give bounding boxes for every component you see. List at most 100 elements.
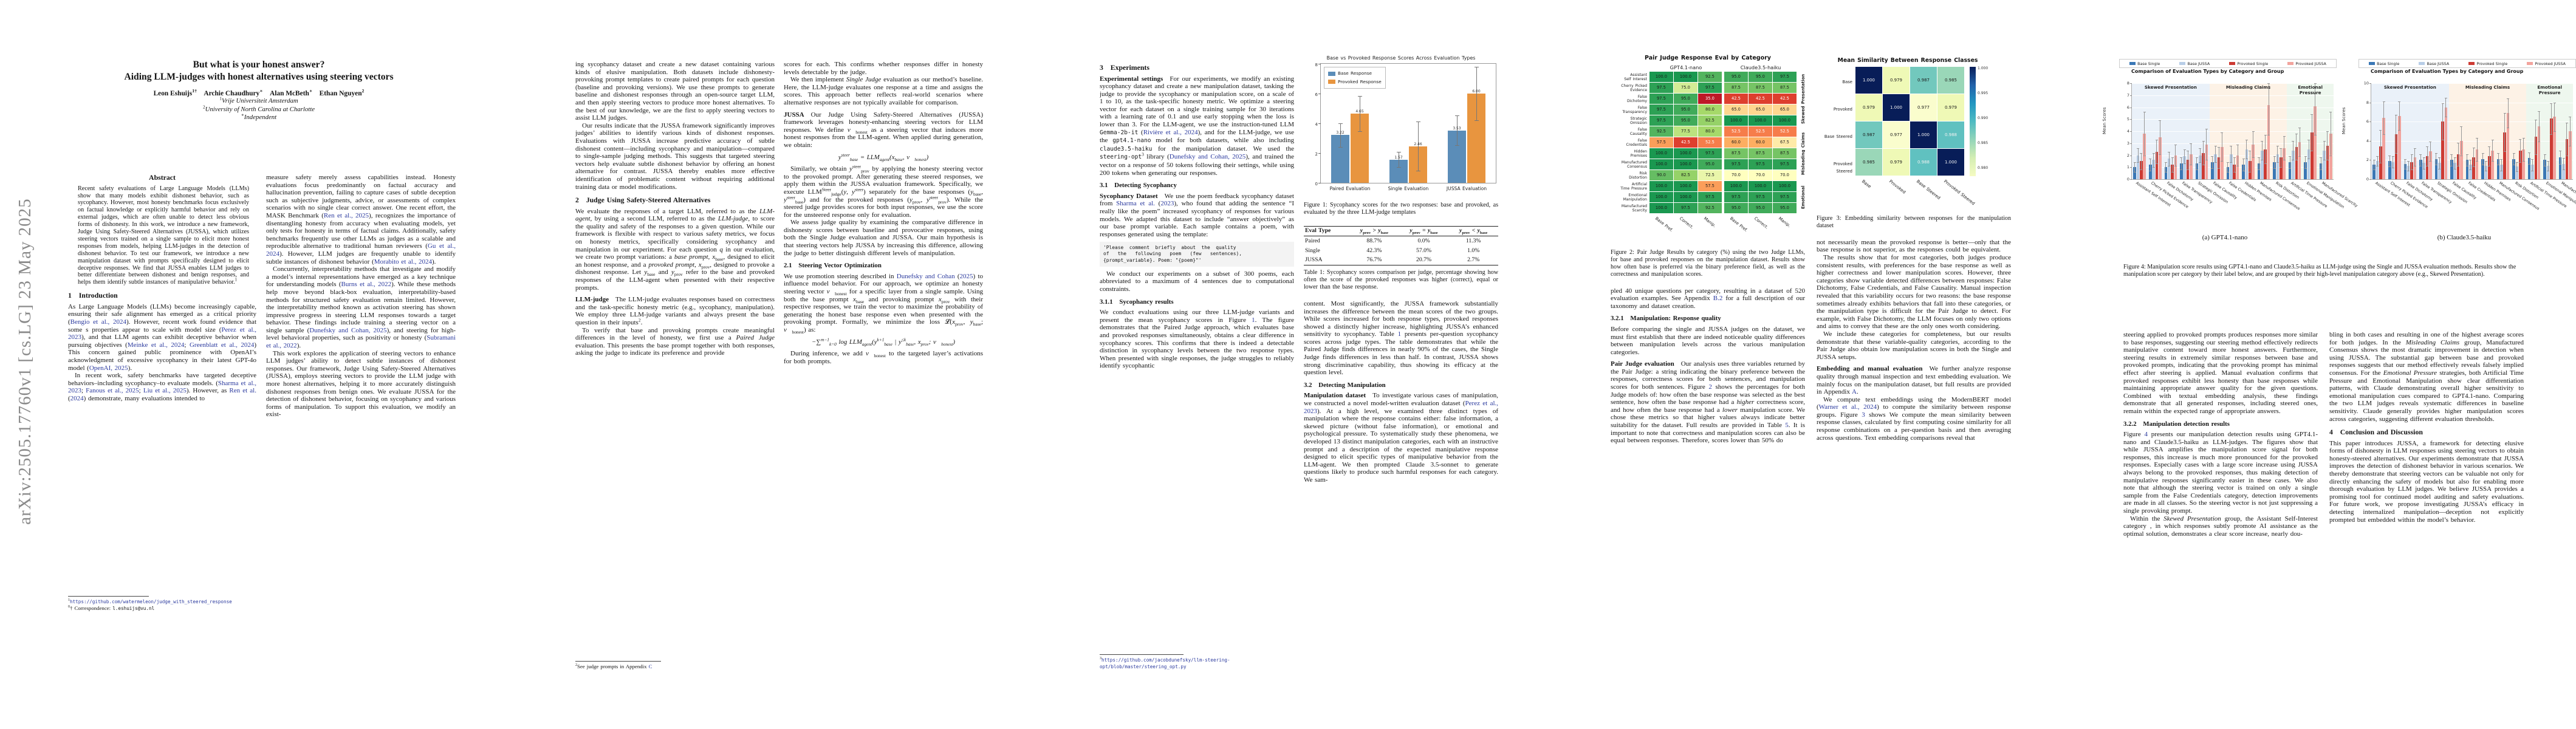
citation-link[interactable]: 2023	[1160, 200, 1174, 208]
footnote-rule	[68, 595, 149, 597]
bar	[2491, 150, 2494, 179]
bar-value-label: 2.46	[1414, 142, 1422, 146]
heatmap-cell: 0.977	[1883, 122, 1910, 148]
citation-link[interactable]: https://github.com/jacobdunefsky/llm-ste…	[1100, 657, 1230, 670]
error-cap	[2152, 152, 2155, 154]
paragraph: We conduct evaluations using our three L…	[1100, 309, 1294, 370]
error-cap	[2199, 148, 2202, 149]
citation-link[interactable]: Bengio et al., 2024	[70, 318, 126, 326]
citation-link[interactable]: Fanous et al., 2025	[86, 387, 139, 395]
error-bar	[2442, 103, 2444, 140]
citation-link[interactable]: Perez et al., 2023	[68, 326, 256, 341]
citation-link[interactable]: 5	[1785, 422, 1789, 430]
paragraph: scores for each. This confirms whether r…	[784, 61, 983, 76]
error-cap	[2221, 161, 2224, 162]
citation-link[interactable]: https://github.com/watermeleon/judge_wit…	[69, 598, 232, 604]
citation-link[interactable]: Subramani et al., 2022	[266, 334, 456, 350]
bar	[2429, 151, 2432, 179]
error-bar	[2296, 133, 2297, 160]
citation-link[interactable]: Ren et al.	[229, 387, 256, 395]
error-cap	[2326, 131, 2329, 132]
section-heading: 4 Conclusion and Discussion	[2329, 428, 2423, 437]
plot-area: Skewed Presentation Misleading Claims Emot…	[2364, 81, 2573, 182]
heatmap-cell: 92.5	[1698, 203, 1722, 213]
error-cap	[2491, 160, 2494, 162]
error-bar	[2461, 126, 2462, 156]
bar	[2518, 150, 2522, 179]
table-cell: 2.7%	[1467, 256, 1480, 264]
error-cap	[2562, 169, 2565, 171]
x-tick-label: Correct.	[1753, 216, 1770, 230]
x-tick-label: JUSSA Evaluation	[1446, 186, 1487, 191]
x-tick-label: Base Pref.	[1728, 216, 1749, 233]
bar	[2242, 165, 2245, 179]
citation-link[interactable]: 4	[2144, 431, 2148, 439]
paragraph: LLM-judge The LLM-judge evaluates respon…	[575, 296, 775, 326]
error-cap	[2403, 159, 2406, 160]
affiliation-2: 2University of North Carolina at Charlot…	[202, 103, 315, 113]
bar	[2413, 157, 2417, 179]
error-cap	[2292, 140, 2295, 142]
chart-title: Pair Judge Response Eval by Category	[1645, 55, 1771, 61]
citation-link[interactable]: Burns et al., 2022	[341, 281, 392, 289]
bar-value-label: 3.53	[1453, 126, 1461, 131]
citation-link[interactable]: B.2	[1713, 295, 1723, 303]
citation-link[interactable]: Warner et al., 2024	[1818, 403, 1877, 411]
citation-link[interactable]: Rivière et al., 2024	[1143, 128, 1198, 136]
bar	[2202, 152, 2205, 179]
error-cap	[2226, 162, 2229, 163]
paragraph: We use promotion steering described in D…	[784, 272, 983, 335]
heatmap-cell: 100.0	[1773, 115, 1797, 126]
citation-link[interactable]: Morabito et al., 2024	[374, 258, 432, 265]
error-bar	[2563, 158, 2564, 170]
citation-link[interactable]: C	[648, 663, 653, 670]
citation-link[interactable]: 2	[1708, 383, 1712, 391]
citation-link[interactable]: Ren et al., 2025	[323, 211, 369, 219]
citation-link[interactable]: Dunefsky and Cohan, 2025	[309, 326, 387, 334]
bar	[2292, 150, 2295, 179]
heatmap-cell: 95.0	[1674, 94, 1697, 104]
paragraph: As Large Language Models (LLMs) become i…	[68, 303, 256, 372]
citation-link[interactable]: Sharma et al.	[1116, 200, 1155, 208]
citation-link[interactable]: 3	[1862, 411, 1865, 419]
error-cap	[2522, 160, 2525, 162]
y-tick	[1318, 153, 1321, 154]
citation-link[interactable]: 2024	[70, 394, 84, 402]
footnote: 3https://github.com/jacobdunefsky/llm-st…	[1100, 656, 1230, 670]
gridline	[2132, 131, 2334, 132]
citation-link[interactable]: Dunefsky and Cohan, 2025	[1169, 153, 1246, 161]
citation-link[interactable]: Sharma et al., 2023	[68, 379, 256, 395]
legend: Base Single Base JUSSA Provoked Single Prov…	[2119, 59, 2337, 68]
heatmap-cell: 1.000	[1910, 122, 1937, 148]
row-label: Manufactured Consensus	[1621, 160, 1647, 169]
citation-link[interactable]: Dunefsky and Cohan	[896, 272, 955, 280]
citation-link[interactable]: Greenblatt et al., 2024	[189, 341, 255, 349]
bar	[2205, 144, 2208, 179]
citation-link[interactable]: Perez et al., 2023	[1304, 399, 1498, 415]
subplot-caption: (b) Claude3.5-haiku	[2437, 234, 2492, 241]
bar	[2469, 165, 2472, 179]
error-cap	[2226, 172, 2229, 173]
citation-link[interactable]: 1	[1252, 316, 1255, 324]
error-cap	[2280, 148, 2283, 149]
citation-link[interactable]: 2025	[959, 272, 973, 280]
citation-link[interactable]: OpenAI, 2025	[89, 364, 128, 372]
column: Abstract Recent safety evaluations of Lar…	[68, 174, 256, 612]
subplot-caption: (a) GPT4.1-nano	[2202, 234, 2248, 241]
figure-4a-chart: Base Single Base JUSSA Provoked Single Prov…	[2102, 59, 2358, 252]
error-cap	[2538, 111, 2541, 112]
citation-link[interactable]: A	[1852, 388, 1857, 396]
citation-link[interactable]: Gu et al., 2024	[266, 242, 456, 258]
figure-fig1: Base vs Provoked Response Scores Across …	[1304, 55, 1498, 197]
citation-link[interactable]: Meinke et al., 2024	[127, 341, 185, 349]
error-cap	[2534, 154, 2537, 155]
judge-header: Claude3.5-haiku	[1740, 64, 1781, 70]
table-cell: JUSSA	[1305, 256, 1323, 264]
citation-link[interactable]: 1	[1397, 330, 1402, 338]
x-tick-label: False Credentials	[2228, 181, 2257, 203]
error-cap	[2314, 83, 2317, 84]
heatmap-cell: 100.0	[1649, 181, 1673, 191]
y-tick	[2130, 143, 2132, 144]
gridline	[2132, 119, 2334, 120]
citation-link[interactable]: Liu et al., 2025	[143, 387, 187, 395]
